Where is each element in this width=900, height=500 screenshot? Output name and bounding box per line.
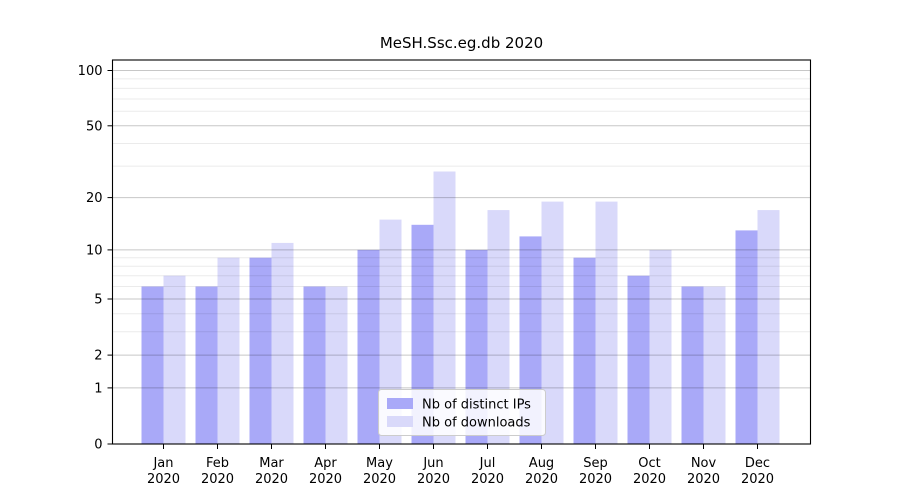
bar-downloads-jul [487, 210, 510, 444]
x-tick-label-month: Oct [638, 456, 660, 471]
legend-swatch-distinct-ips [387, 398, 413, 409]
bar-distinct-ips-jan [141, 286, 164, 444]
x-tick-label-month: Jan [152, 456, 173, 471]
y-tick-label: 20 [86, 191, 103, 206]
bar-downloads-mar [271, 242, 294, 444]
x-axis: Jan2020Feb2020Mar2020Apr2020May2020Jun20… [147, 444, 774, 487]
bar-distinct-ips-oct [627, 275, 650, 444]
bar-downloads-dec [757, 210, 780, 444]
legend: Nb of distinct IPs Nb of downloads [378, 389, 546, 436]
x-tick-label-year: 2020 [201, 472, 234, 487]
bar-downloads-apr [325, 286, 348, 444]
bar-downloads-nov [703, 286, 726, 444]
y-tick-label: 1 [94, 381, 102, 396]
x-tick-label-month: Nov [691, 456, 717, 471]
bar-downloads-jun [433, 171, 456, 444]
bar-downloads-may [379, 219, 402, 444]
y-tick-label: 5 [94, 293, 102, 308]
bar-distinct-ips-dec [735, 230, 758, 444]
x-tick-label-month: Jul [479, 456, 496, 471]
bar-distinct-ips-feb [195, 286, 218, 444]
bar-downloads-aug [541, 201, 564, 444]
x-tick-label-month: Aug [529, 456, 554, 471]
x-tick-label-year: 2020 [147, 472, 180, 487]
x-tick-label-month: Jun [422, 456, 443, 471]
bar-downloads-oct [649, 249, 672, 444]
y-tick-label: 0 [94, 438, 102, 453]
x-tick-label-year: 2020 [525, 472, 558, 487]
x-tick-label-month: Feb [206, 456, 229, 471]
legend-swatch-downloads [387, 416, 413, 427]
legend-label-downloads: Nb of downloads [422, 416, 531, 431]
bar-downloads-jan [163, 275, 186, 444]
legend-label-distinct-ips: Nb of distinct IPs [422, 398, 531, 413]
x-tick-label-year: 2020 [741, 472, 774, 487]
x-tick-label-year: 2020 [309, 472, 342, 487]
x-tick-label-month: Sep [583, 456, 608, 471]
y-tick-label: 2 [94, 349, 102, 364]
x-tick-label-year: 2020 [255, 472, 288, 487]
x-tick-label-year: 2020 [579, 472, 612, 487]
x-tick-label-year: 2020 [363, 472, 396, 487]
x-tick-label-year: 2020 [471, 472, 504, 487]
bar-distinct-ips-mar [249, 257, 272, 444]
x-tick-label-year: 2020 [633, 472, 666, 487]
y-tick-label: 10 [86, 243, 103, 258]
bar-distinct-ips-may [357, 249, 380, 444]
bar-downloads-sep [595, 201, 618, 444]
y-axis: 0 1 2 5 10 20 50 100 [78, 64, 113, 453]
x-tick-label-month: Apr [314, 456, 337, 471]
legend-box [378, 389, 546, 436]
x-tick-label-month: May [366, 456, 393, 471]
bar-distinct-ips-apr [303, 286, 326, 444]
x-tick-label-month: Mar [259, 456, 284, 471]
x-tick-label-year: 2020 [687, 472, 720, 487]
plot-border [111, 59, 812, 445]
chart-title: MeSH.Ssc.eg.db 2020 [380, 34, 543, 52]
x-tick-label-month: Dec [745, 456, 770, 471]
bar-distinct-ips-nov [681, 286, 704, 444]
y-tick-label: 50 [86, 119, 103, 134]
bar-downloads-feb [217, 257, 240, 444]
y-tick-label: 100 [78, 64, 103, 79]
gridlines-layer [112, 70, 811, 389]
bar-distinct-ips-sep [573, 257, 596, 444]
x-tick-label-year: 2020 [417, 472, 450, 487]
